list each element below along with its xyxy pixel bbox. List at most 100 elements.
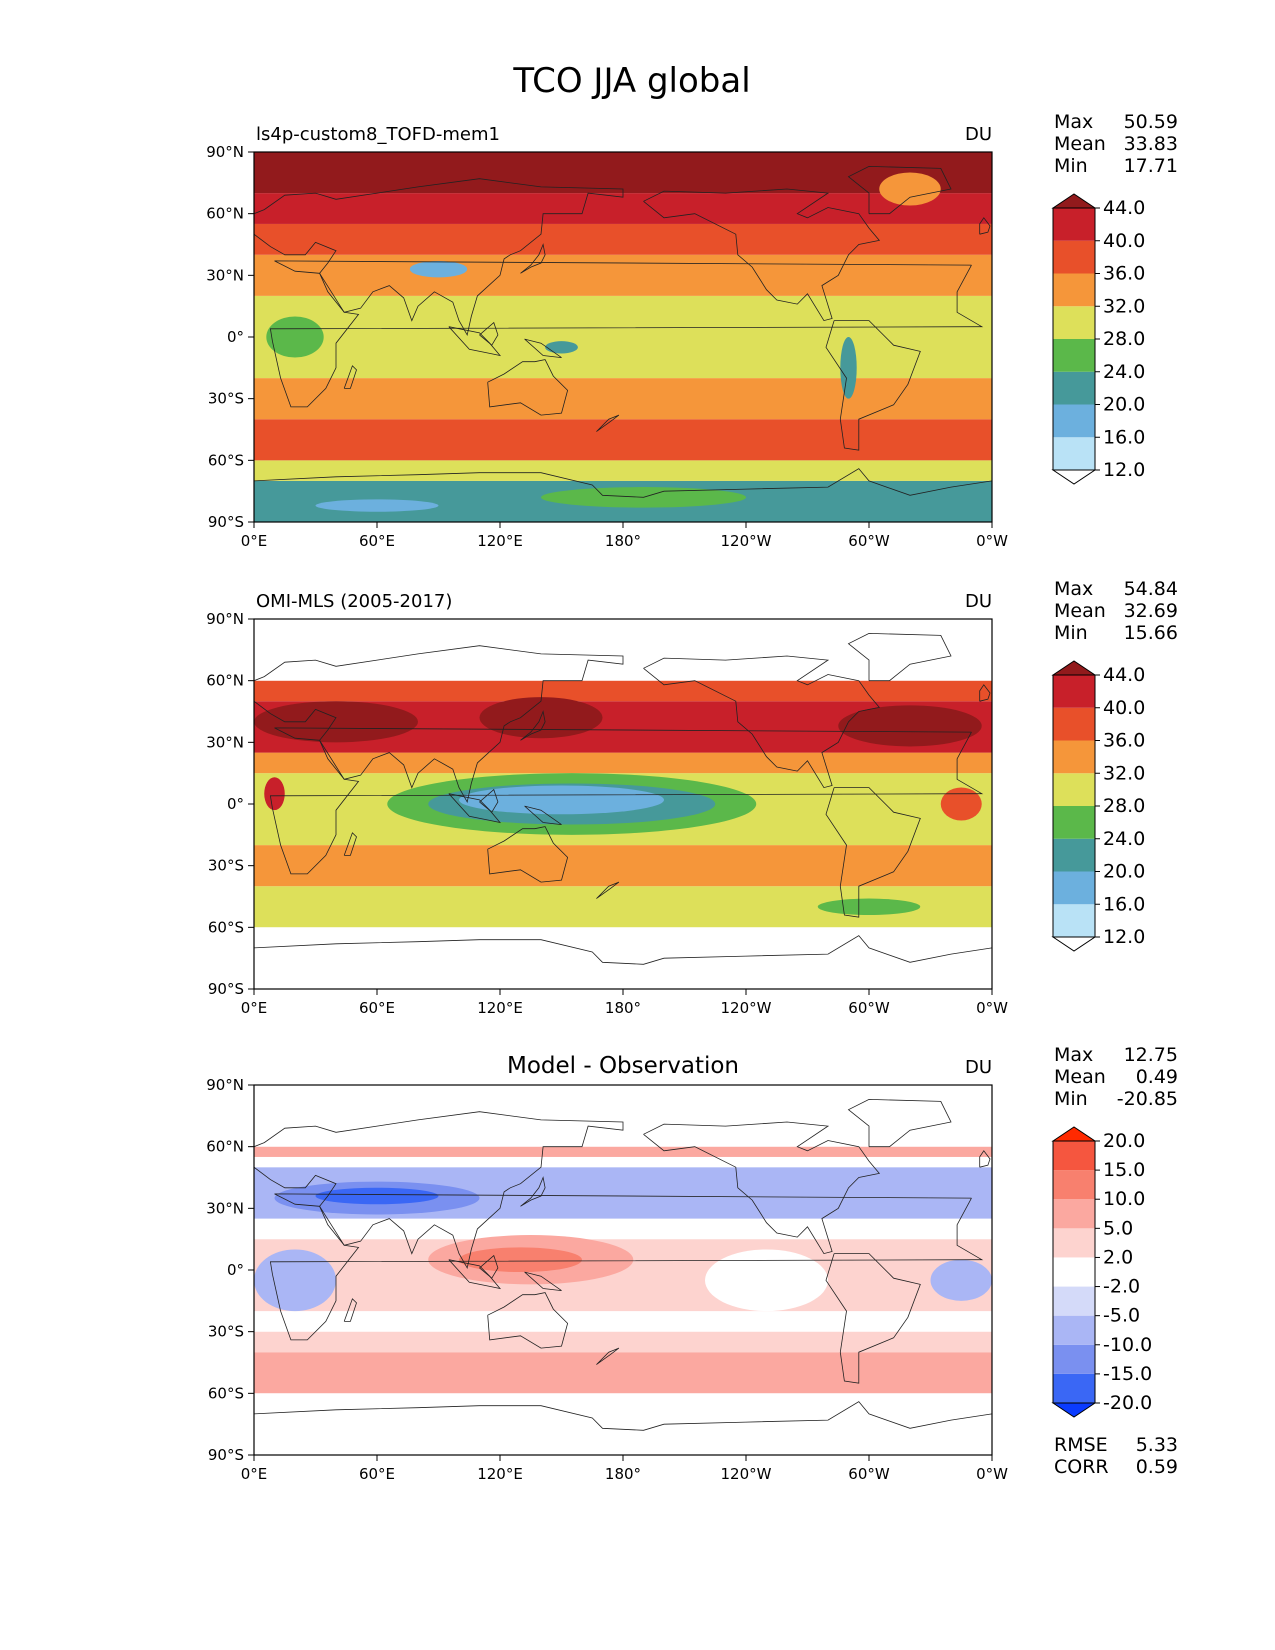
coastline	[487, 826, 569, 883]
y-tick-label: 0°	[227, 1261, 244, 1279]
colorbar-label: 24.0	[1103, 828, 1145, 850]
coastline	[343, 1298, 357, 1322]
stat-mean-value: 0.49	[1136, 1066, 1178, 1088]
colorbar-label: 15.0	[1103, 1159, 1145, 1181]
coastline	[520, 243, 546, 274]
contour-band	[254, 419, 992, 461]
colorbar-extend-high	[1051, 660, 1097, 676]
stat-rmse-label: RMSE	[1054, 1434, 1108, 1456]
coastline	[825, 320, 921, 451]
stat-min-value: -20.85	[1117, 1088, 1178, 1110]
x-tick-label: 120°E	[477, 1465, 523, 1483]
colorbar-segment	[1053, 1257, 1095, 1287]
colorbar-segment	[1053, 306, 1095, 339]
stat-max-value: 12.75	[1124, 1044, 1178, 1066]
coastline	[596, 414, 620, 432]
coastline	[596, 1347, 620, 1365]
coastline	[979, 217, 991, 235]
map-area	[254, 619, 992, 989]
y-tick-label: 30°S	[208, 390, 244, 408]
colorbar: -20.0 -15.0 -10.0 -5.0 -2.0 2.0 5.0 10.0 15.0 20.…	[1051, 1126, 1152, 1418]
colorbar-segment	[1053, 806, 1095, 839]
colorbar-label: 44.0	[1103, 664, 1145, 686]
panel-unit-label: DU	[965, 591, 992, 612]
extra-stats: RMSE 5.33 CORR 0.59	[1054, 1434, 1178, 1478]
colorbar-label: -10.0	[1103, 1334, 1152, 1356]
colorbar-extend-low	[1051, 1402, 1097, 1418]
y-tick-label: 30°S	[208, 857, 244, 875]
y-tick-label: 90°N	[206, 610, 244, 628]
contour-region	[940, 787, 982, 821]
stats-box: Max 12.75 Mean 0.49 Min -20.85	[1054, 1044, 1178, 1110]
stats-box: Max 54.84 Mean 32.69 Min 15.66	[1054, 578, 1178, 644]
x-tick-label: 0°W	[976, 1465, 1008, 1483]
stat-max-label: Max	[1054, 578, 1093, 600]
colorbar-segment	[1053, 240, 1095, 274]
coastline	[847, 632, 952, 682]
y-tick-label: 30°N	[206, 1199, 244, 1217]
contour-band	[254, 1311, 992, 1332]
coastline	[343, 365, 357, 389]
y-tick-label: 0°	[227, 795, 244, 813]
coastlines	[254, 1098, 992, 1431]
colorbar-segment	[1053, 371, 1095, 405]
colorbar-segment	[1053, 1199, 1095, 1229]
stat-corr-label: CORR	[1054, 1456, 1109, 1478]
x-tick-label: 60°E	[359, 532, 395, 550]
contour-region	[840, 337, 857, 399]
x-tick-label: 120°E	[477, 532, 523, 550]
contour-band	[254, 752, 992, 774]
stat-max-label: Max	[1054, 1044, 1093, 1066]
contour-region	[787, 1181, 951, 1215]
coastline	[643, 1121, 881, 1255]
coastline	[479, 321, 499, 346]
colorbar-extend-high	[1051, 1126, 1097, 1142]
colorbar-label: 12.0	[1103, 926, 1145, 948]
map-area	[254, 1085, 992, 1455]
colorbar-segment	[1053, 208, 1095, 241]
x-tick-label: 120°W	[721, 1465, 772, 1483]
colorbar-segment	[1053, 1315, 1095, 1345]
contour-region	[838, 705, 982, 747]
coastline	[254, 935, 992, 965]
contour-band	[254, 378, 992, 420]
colorbar-segment	[1053, 1228, 1095, 1258]
panel-model: 0°E 60°E 120°E 180° 120°W 60°W 0°W 90°N 60°N 30°N…	[206, 111, 1178, 550]
colorbar-label: 32.0	[1103, 762, 1145, 784]
contour-region	[254, 1249, 336, 1312]
x-tick-label: 60°W	[848, 999, 890, 1017]
contour-region	[879, 172, 941, 206]
contour-region	[459, 785, 664, 815]
figure-title: TCO JJA global	[512, 61, 750, 101]
panel-center-label: Model - Observation	[507, 1053, 739, 1079]
coastline	[524, 1271, 562, 1291]
stat-min-value: 17.71	[1124, 155, 1178, 177]
colorbar-label: 44.0	[1103, 197, 1145, 219]
x-tick-label: 0°E	[241, 1465, 268, 1483]
colorbar-segment	[1053, 1373, 1095, 1403]
panel-obs: 0°E 60°E 120°E 180° 120°W 60°W 0°W 90°N 60°N 30°N…	[206, 578, 1178, 1017]
coastline	[596, 881, 620, 899]
contour-band	[254, 193, 992, 224]
y-tick-label: 90°S	[208, 1446, 244, 1464]
colorbar-label: 2.0	[1103, 1246, 1133, 1268]
stat-mean-value: 33.83	[1124, 133, 1178, 155]
contour-region	[315, 1187, 439, 1205]
y-tick-label: 60°N	[206, 672, 244, 690]
coastline	[343, 832, 357, 856]
coastline	[520, 710, 546, 741]
coastline	[524, 805, 562, 825]
colorbar-segment	[1053, 773, 1095, 806]
colorbar-label: 36.0	[1103, 730, 1145, 752]
colorbar-segment	[1053, 838, 1095, 872]
stat-corr-value: 0.59	[1136, 1456, 1178, 1478]
colorbar-segment	[1053, 404, 1095, 438]
y-tick-label: 60°S	[208, 451, 244, 469]
coastline	[254, 1401, 992, 1431]
x-tick-label: 60°E	[359, 1465, 395, 1483]
colorbar: 12.0 16.0 20.0 24.0 28.0 32.0 36.0 40.0 44.0	[1051, 660, 1145, 952]
panel-unit-label: DU	[965, 124, 992, 145]
coastlines	[254, 165, 992, 498]
x-tick-label: 120°W	[721, 532, 772, 550]
contour-band	[254, 845, 992, 887]
